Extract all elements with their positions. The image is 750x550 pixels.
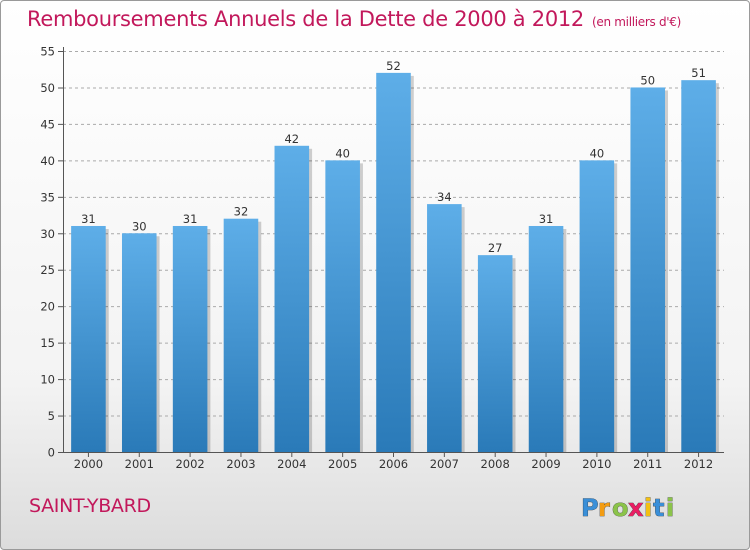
data-label: 30 [132, 219, 147, 233]
y-tick-label: 35 [40, 190, 55, 204]
bar-2004 [274, 145, 310, 453]
y-tick-label: 45 [40, 117, 55, 131]
y-tick-label: 25 [40, 263, 55, 277]
bar-2003 [223, 218, 259, 452]
x-tick-label: 2006 [379, 457, 408, 471]
svg-text:i: i [666, 494, 674, 522]
x-tick-label: 2002 [175, 457, 204, 471]
y-tick-label: 10 [40, 373, 55, 387]
chart-title: Remboursements Annuels de la Dette de 20… [27, 7, 681, 31]
svg-text:i: i [644, 494, 652, 522]
bar-2000 [71, 225, 106, 452]
x-tick-label: 2000 [74, 457, 103, 471]
svg-text:x: x [628, 494, 644, 522]
x-tick-label: 2010 [582, 457, 611, 471]
data-label: 42 [284, 132, 299, 146]
proxiti-logo: P r o x i t i [581, 494, 675, 523]
svg-text:o: o [612, 494, 629, 522]
bar-2002 [172, 225, 208, 452]
y-tick-label: 55 [40, 45, 55, 59]
data-label: 40 [590, 146, 605, 160]
x-tick-label: 2011 [633, 457, 662, 471]
x-tick-label: 2009 [531, 457, 560, 471]
x-tick-label: 2008 [481, 457, 510, 471]
y-tick-label: 20 [40, 300, 55, 314]
chart-subtitle: (en milliers d'€) [592, 15, 682, 29]
axes: 0 5 10 15 20 25 30 35 40 45 50 55 2000 2001 2002 2003 20… [40, 45, 724, 471]
bar-2005 [325, 160, 360, 452]
chart-title-text: Remboursements Annuels de la Dette de 20… [27, 7, 584, 31]
x-tick-label: 2003 [226, 457, 255, 471]
bar-2007 [427, 204, 462, 452]
bar-2008 [477, 255, 513, 452]
data-label: 34 [437, 190, 452, 204]
svg-text:t: t [653, 494, 664, 522]
x-tick-label: 2001 [125, 457, 154, 471]
data-label: 31 [183, 212, 198, 226]
bar-2006 [376, 72, 411, 452]
y-tick-label: 30 [40, 227, 55, 241]
x-tick-label: 2012 [684, 457, 713, 471]
data-label: 52 [386, 59, 401, 73]
bars [71, 72, 719, 453]
bar-2001 [121, 233, 157, 452]
bar-2011 [630, 87, 666, 453]
x-tick-label: 2004 [277, 457, 306, 471]
data-label: 40 [335, 146, 350, 160]
y-tick-label: 15 [40, 336, 55, 350]
bar-2012 [681, 80, 716, 452]
data-label: 50 [640, 73, 655, 87]
svg-text:P: P [581, 494, 599, 522]
commune-name: SAINT-YBARD [29, 495, 151, 517]
x-tick-label: 2005 [328, 457, 357, 471]
data-label: 31 [81, 212, 96, 226]
value-labels: 31 30 31 32 42 40 52 34 27 31 40 50 51 [81, 59, 706, 255]
data-label: 27 [488, 241, 503, 255]
bar-2009 [528, 225, 564, 452]
svg-text:r: r [598, 494, 610, 522]
y-tick-label: 0 [48, 446, 55, 460]
bar-2010 [579, 160, 615, 452]
data-label: 31 [539, 212, 554, 226]
data-label: 51 [691, 66, 706, 80]
x-tick-label: 2007 [430, 457, 459, 471]
y-tick-label: 50 [40, 81, 55, 95]
y-tick-label: 5 [48, 409, 55, 423]
data-label: 32 [234, 205, 249, 219]
y-tick-label: 40 [40, 154, 55, 168]
